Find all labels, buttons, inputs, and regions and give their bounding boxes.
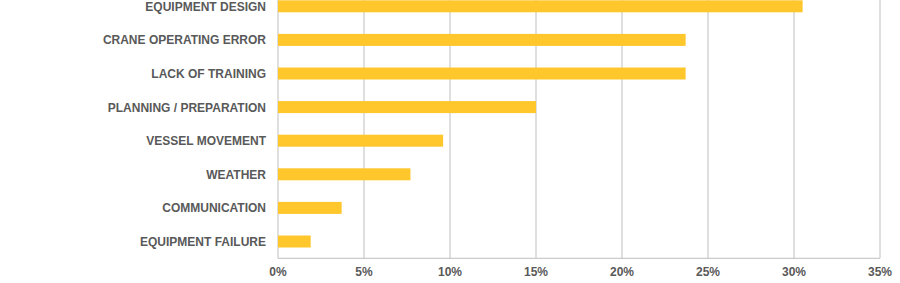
category-label: WEATHER xyxy=(206,168,266,182)
bar xyxy=(278,68,686,80)
tick-label: 30% xyxy=(782,265,806,279)
bar xyxy=(278,135,443,147)
chart: 0% 5% 10% 15% 20% 25% 30% 35% EQUIPMENT DESIGN CR… xyxy=(0,0,900,283)
tick-label: 5% xyxy=(355,265,373,279)
tick-label: 35% xyxy=(868,265,892,279)
category-label: EQUIPMENT DESIGN xyxy=(145,0,266,14)
bars xyxy=(278,0,803,247)
tick-label: 10% xyxy=(438,265,462,279)
category-label: EQUIPMENT FAILURE xyxy=(140,235,266,249)
tick-label: 20% xyxy=(610,265,634,279)
bar xyxy=(278,236,311,248)
tick-label: 0% xyxy=(269,265,287,279)
bar xyxy=(278,0,803,12)
bar xyxy=(278,202,342,214)
tick-label: 25% xyxy=(696,265,720,279)
grid-line xyxy=(880,0,881,258)
grid-line xyxy=(708,0,709,258)
x-axis-line xyxy=(278,258,880,259)
category-label: CRANE OPERATING ERROR xyxy=(103,33,266,47)
category-label: VESSEL MOVEMENT xyxy=(146,134,266,148)
category-label: PLANNING / PREPARATION xyxy=(108,101,266,115)
category-label: LACK OF TRAINING xyxy=(151,67,266,81)
category-label: COMMUNICATION xyxy=(162,201,266,215)
grid-line xyxy=(794,0,795,258)
tick-label: 15% xyxy=(524,265,548,279)
bar xyxy=(278,34,686,46)
bar xyxy=(278,101,536,113)
bar xyxy=(278,168,410,180)
